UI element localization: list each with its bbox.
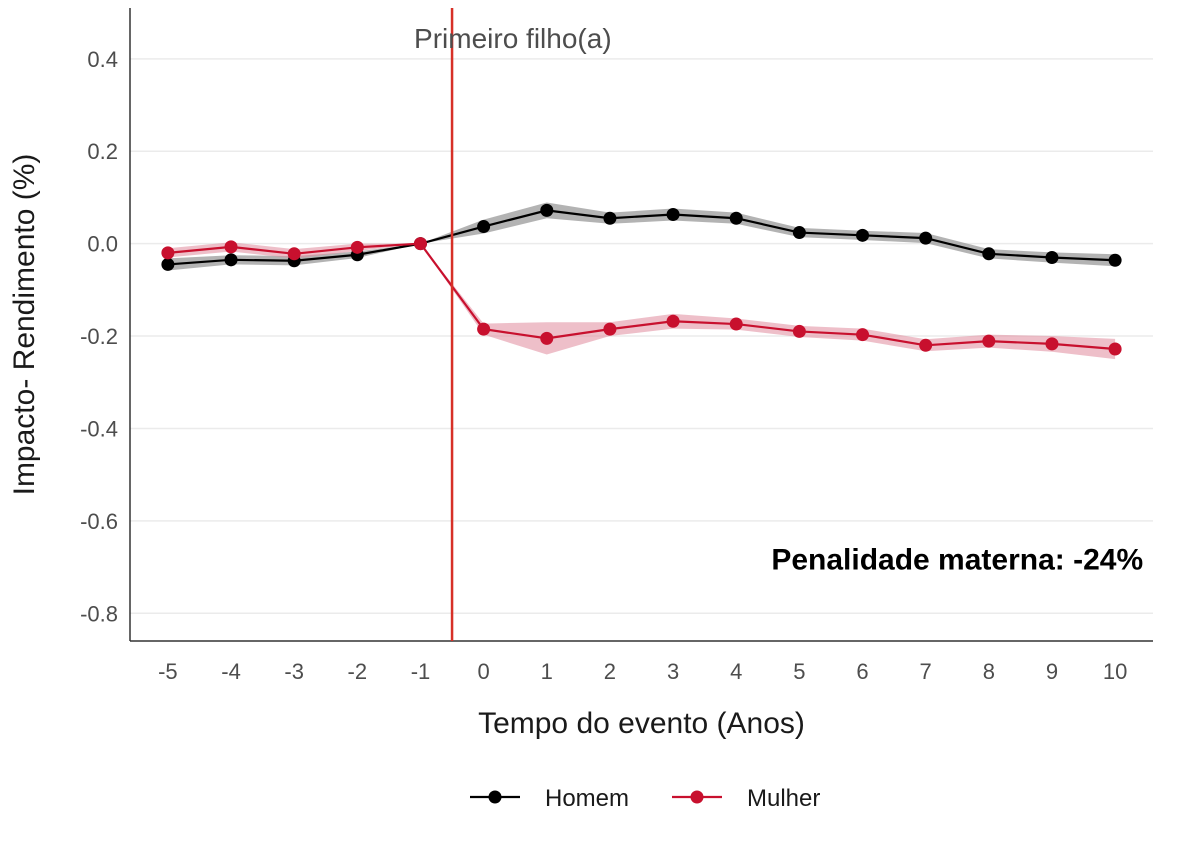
- data-point-mulher: [919, 338, 933, 352]
- data-point-homem: [224, 253, 238, 267]
- x-tick-label: -3: [284, 659, 304, 684]
- data-point-homem: [792, 226, 806, 240]
- x-tick-label: 3: [667, 659, 679, 684]
- data-point-mulher: [982, 334, 996, 348]
- x-tick-label: -2: [348, 659, 368, 684]
- x-tick-label: 2: [604, 659, 616, 684]
- data-point-homem: [1045, 251, 1059, 265]
- data-point-mulher: [856, 328, 870, 342]
- y-tick-label: 0.2: [87, 139, 118, 164]
- data-point-mulher: [477, 322, 491, 336]
- data-point-homem: [161, 257, 175, 271]
- data-point-mulher: [1108, 342, 1122, 356]
- data-point-mulher: [413, 237, 427, 251]
- event-label: Primeiro filho(a): [414, 23, 612, 54]
- tick-labels: 0.4 0.2 0.0 -0.2 -0.4 -0.6 -0.8 -5 -4 -3 -2 -1 0 1 2 3 4…: [80, 47, 1127, 684]
- x-tick-label: 0: [478, 659, 490, 684]
- x-tick-label: 10: [1103, 659, 1127, 684]
- event-marker: Primeiro filho(a): [414, 8, 612, 641]
- data-point-homem: [729, 211, 743, 225]
- x-axis-title: Tempo do evento (Anos): [478, 707, 805, 740]
- data-point-homem: [982, 247, 996, 261]
- x-tick-label: -1: [411, 659, 431, 684]
- legend-key-dot-homem: [488, 790, 502, 804]
- legend-label-homem: Homem: [545, 785, 629, 812]
- x-tick-label: -5: [158, 659, 178, 684]
- y-tick-label: -0.6: [80, 509, 118, 534]
- y-axis-title: Impacto- Rendimento (%): [8, 154, 41, 496]
- data-point-homem: [1108, 253, 1122, 267]
- x-tick-label: 9: [1046, 659, 1058, 684]
- data-point-homem: [477, 220, 491, 234]
- data-point-mulher: [350, 240, 364, 254]
- x-tick-label: 5: [793, 659, 805, 684]
- confidence-band-mulher: [167, 242, 1116, 360]
- axes: [129, 8, 1153, 642]
- series-points: [161, 203, 1122, 356]
- x-tick-label: 7: [920, 659, 932, 684]
- data-point-homem: [856, 228, 870, 242]
- data-point-mulher: [287, 247, 301, 261]
- data-point-mulher: [161, 246, 175, 260]
- data-point-homem: [603, 211, 617, 225]
- x-tick-label: 4: [730, 659, 742, 684]
- x-tick-label: 1: [541, 659, 553, 684]
- x-tick-label: 8: [983, 659, 995, 684]
- x-tick-label: -4: [221, 659, 241, 684]
- y-tick-label: -0.2: [80, 324, 118, 349]
- data-point-mulher: [729, 317, 743, 331]
- series-line-mulher: [167, 242, 1116, 351]
- data-point-mulher: [1045, 337, 1059, 351]
- y-tick-label: -0.4: [80, 416, 118, 441]
- y-tick-label: 0.0: [87, 232, 118, 257]
- data-point-mulher: [603, 322, 617, 336]
- series-line-homem: [167, 209, 1116, 266]
- legend-label-mulher: Mulher: [747, 785, 820, 812]
- data-point-mulher: [224, 240, 238, 254]
- x-tick-label: 6: [856, 659, 868, 684]
- data-point-mulher: [792, 324, 806, 338]
- legend-key-dot-mulher: [690, 790, 704, 804]
- data-point-mulher: [540, 331, 554, 345]
- gridlines: [130, 58, 1153, 615]
- y-tick-label: -0.8: [80, 601, 118, 626]
- data-point-mulher: [666, 314, 680, 328]
- y-tick-label: 0.4: [87, 47, 118, 72]
- data-point-homem: [540, 203, 554, 217]
- data-point-homem: [666, 208, 680, 222]
- data-point-homem: [919, 231, 933, 245]
- legend: Homem Mulher: [470, 785, 820, 812]
- maternal-penalty-annotation: Penalidade materna: -24%: [771, 543, 1143, 576]
- series-lines: [167, 209, 1116, 351]
